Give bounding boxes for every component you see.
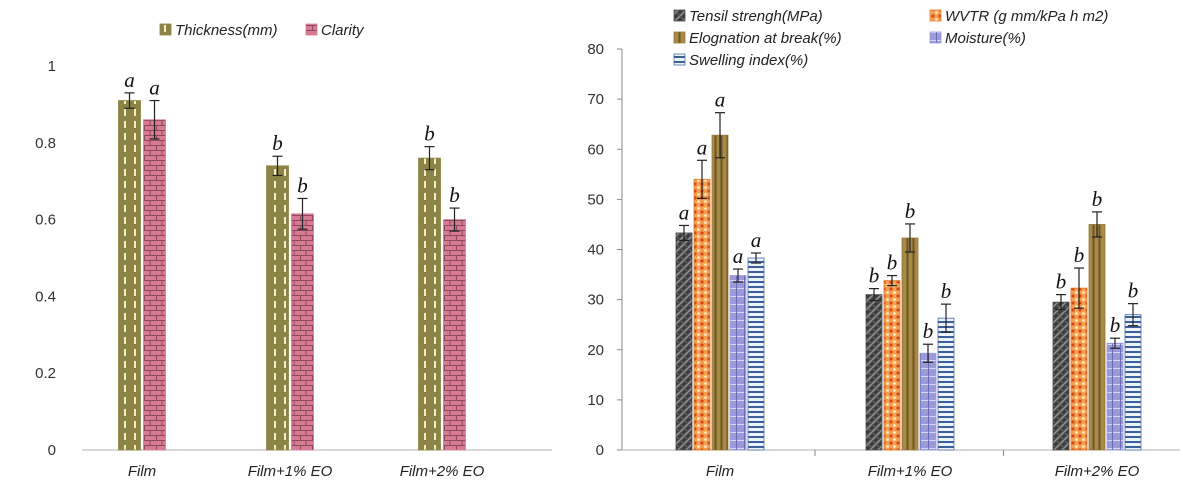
bar [675,232,693,451]
x-category-label: Film+2% EO [400,463,485,480]
bar [118,100,141,451]
x-category-label: Film+2% EO [1055,463,1140,480]
significance-label: b [424,122,435,146]
x-category-label: Film [706,463,734,480]
y-tick-label: 0 [48,442,56,459]
bar [937,317,955,451]
significance-label: b [1110,313,1121,337]
legend-label: Elognation at break(%) [689,30,842,47]
significance-label: a [715,88,726,112]
y-tick-label: 50 [587,191,604,208]
bar [1070,287,1088,451]
chart-mechanical-properties: 0 10 20 30 40 50 60 70 80 Film Film+1% EO Film+2% E… [587,8,1180,480]
chart-thickness-clarity: 0 0.2 0.4 0.6 0.8 1 Film Film+1% EO Film+2% EO a b… [35,22,552,480]
y-tick-label: 0.8 [35,135,56,152]
y-tick-label: 70 [587,91,604,108]
legend-label: WVTR (g mm/kPa h m2) [945,8,1108,25]
legend-swatch [673,31,686,44]
legend-label: Swelling index(%) [689,52,808,69]
legend-label: Tensil strengh(MPa) [689,8,823,25]
bar [729,275,747,451]
significance-label: a [149,76,160,100]
bar [443,219,466,451]
y-tick-label: 0.6 [35,212,56,229]
bar [1052,301,1070,451]
significance-label: a [679,200,690,224]
legend-label: Clarity [321,22,365,39]
significance-label: a [124,68,135,92]
y-tick-label: 60 [587,141,604,158]
bar [747,257,765,451]
bar [143,119,166,451]
y-tick-label: 0.2 [35,365,56,382]
significance-label: b [1128,279,1139,303]
legend-label: Thickness(mm) [175,22,278,39]
bar [693,178,711,451]
significance-label: b [297,173,308,197]
x-category-label: Film+1% EO [868,463,953,480]
legend-label: Moisture(%) [945,30,1026,47]
bar [1106,342,1124,451]
significance-label: b [1074,243,1085,267]
significance-label: a [751,228,762,252]
legend-swatch [929,31,942,44]
bar [901,237,919,451]
y-tick-label: 0.4 [35,288,56,305]
bar [919,352,937,451]
bar [1124,314,1142,451]
y-tick-label: 20 [587,342,604,359]
significance-label: a [697,135,708,159]
bar [711,134,729,451]
y-tick-label: 10 [587,392,604,409]
legend-swatch [673,53,686,66]
bar [865,294,883,451]
legend-swatch [929,9,942,22]
y-tick-label: 0 [596,442,604,459]
bar [266,165,289,451]
bar [1088,224,1106,451]
significance-label: a [733,244,744,268]
significance-label: b [887,251,898,275]
significance-label: b [1092,187,1103,211]
legend-swatch [159,23,172,36]
significance-label: b [272,131,283,155]
significance-label: b [449,183,460,207]
y-tick-label: 1 [48,58,56,75]
bar [418,157,441,451]
y-tick-label: 80 [587,41,604,58]
significance-label: b [869,264,880,288]
legend-swatch [673,9,686,22]
bar [291,213,314,451]
significance-label: b [923,319,934,343]
legend-swatch [305,23,318,36]
y-tick-label: 40 [587,242,604,259]
significance-label: b [941,279,952,303]
significance-label: b [905,199,916,223]
y-tick-label: 30 [587,292,604,309]
bar [883,280,901,451]
x-category-label: Film+1% EO [248,463,333,480]
significance-label: b [1056,270,1067,294]
x-category-label: Film [128,463,156,480]
